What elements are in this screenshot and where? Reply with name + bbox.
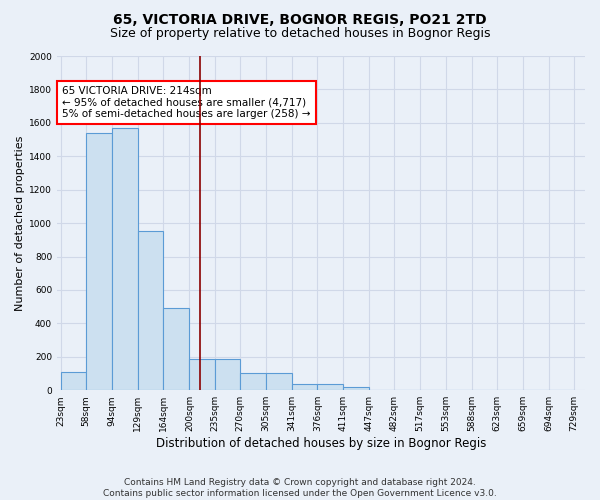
Text: Contains HM Land Registry data © Crown copyright and database right 2024.
Contai: Contains HM Land Registry data © Crown c… xyxy=(103,478,497,498)
Bar xyxy=(163,308,190,390)
Bar xyxy=(240,374,266,390)
Bar xyxy=(190,360,215,390)
Bar xyxy=(112,128,138,390)
Bar xyxy=(343,387,369,390)
Bar xyxy=(138,232,163,390)
Bar xyxy=(317,384,343,390)
Bar xyxy=(266,374,292,390)
Text: Size of property relative to detached houses in Bognor Regis: Size of property relative to detached ho… xyxy=(110,28,490,40)
X-axis label: Distribution of detached houses by size in Bognor Regis: Distribution of detached houses by size … xyxy=(156,437,486,450)
Text: 65, VICTORIA DRIVE, BOGNOR REGIS, PO21 2TD: 65, VICTORIA DRIVE, BOGNOR REGIS, PO21 2… xyxy=(113,12,487,26)
Bar xyxy=(86,133,112,390)
Y-axis label: Number of detached properties: Number of detached properties xyxy=(15,136,25,311)
Bar xyxy=(61,372,86,390)
Bar xyxy=(292,384,317,390)
Bar xyxy=(215,360,240,390)
Text: 65 VICTORIA DRIVE: 214sqm
← 95% of detached houses are smaller (4,717)
5% of sem: 65 VICTORIA DRIVE: 214sqm ← 95% of detac… xyxy=(62,86,311,120)
